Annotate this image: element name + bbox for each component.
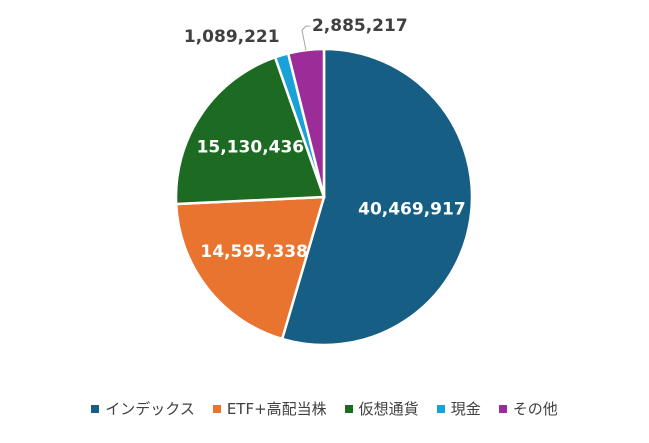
legend: インデックス ETF+高配当株 仮想通貨 現金 その他 [0,398,649,419]
legend-swatch [212,404,221,413]
legend-item: 現金 [436,398,481,419]
pie-slice [280,47,474,347]
legend-swatch [344,404,353,413]
pie-area: 40,469,917 14,595,338 15,130,436 1,089,221 2… [174,16,474,347]
legend-label: インデックス [105,400,195,418]
legend-item: ETF+高配当株 [212,398,327,419]
legend-label: 仮想通貨 [358,400,419,418]
legend-label: その他 [512,400,558,418]
legend-label: ETF+高配当株 [226,400,327,418]
leader-line [301,25,310,51]
legend-swatch [91,404,100,413]
data-label: 14,595,338 [200,242,308,262]
legend-swatch [436,404,445,413]
pie-slice [174,195,326,341]
legend-item: その他 [498,398,558,419]
legend-swatch [498,404,507,413]
legend-item: 仮想通貨 [344,398,419,419]
data-label: 2,885,217 [312,16,408,36]
data-label: 40,469,917 [358,200,466,220]
legend-item: インデックス [91,398,195,419]
legend-label: 現金 [450,400,481,418]
data-label: 15,130,436 [197,137,305,157]
data-label: 1,089,221 [184,27,280,47]
pie-slice [286,47,326,198]
